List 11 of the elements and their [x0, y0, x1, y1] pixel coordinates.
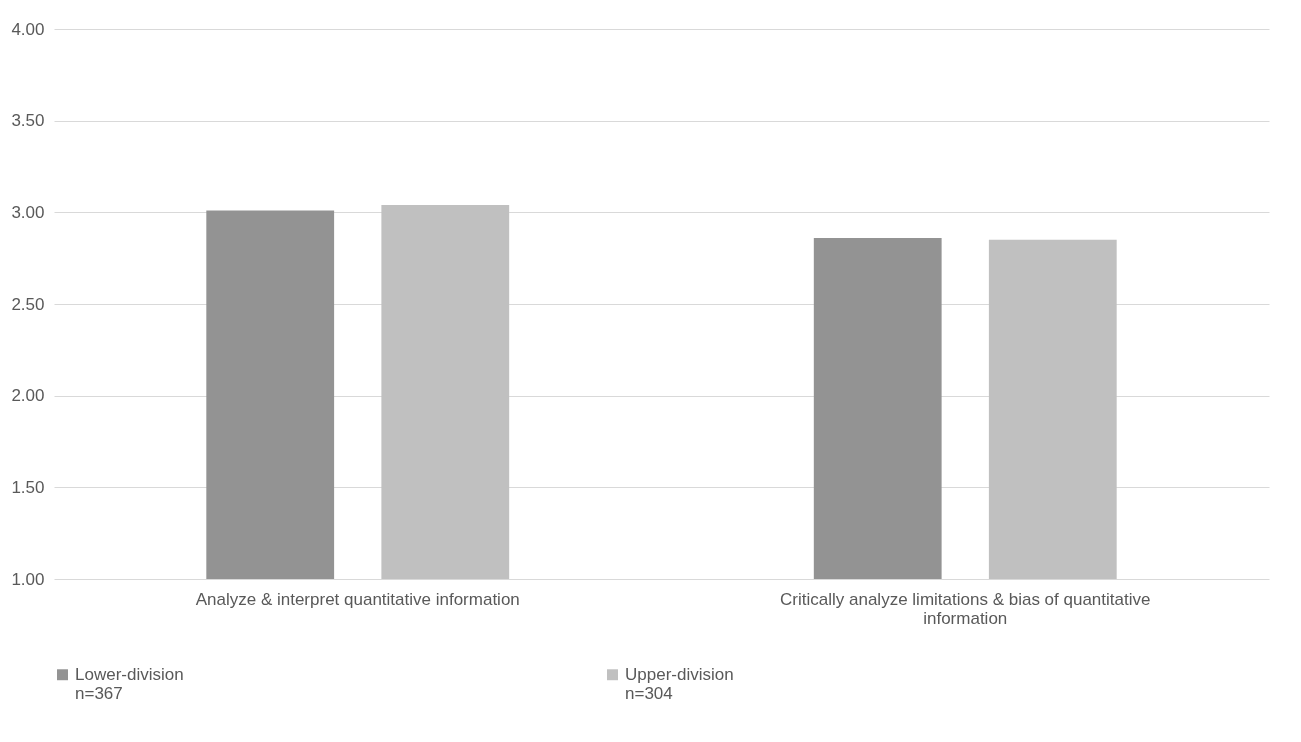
legend-label: Lower-division n=367 [75, 664, 184, 703]
legend-label: Upper-division n=304 [625, 664, 734, 703]
y-tick-label: 2.00 [11, 386, 45, 406]
y-tick-label: 2.50 [11, 294, 45, 314]
y-tick-label: 1.50 [11, 477, 45, 497]
y-tick-label: 4.00 [11, 19, 45, 39]
x-tick-label: Analyze & interpret quantitative information [195, 589, 520, 609]
y-tick-label: 3.00 [11, 202, 45, 222]
x-tick-label: Critically analyze limitations & bias of quantitative information [780, 589, 1151, 628]
y-tick-label: 1.00 [11, 569, 45, 589]
y-tick-label: 3.50 [11, 111, 45, 131]
